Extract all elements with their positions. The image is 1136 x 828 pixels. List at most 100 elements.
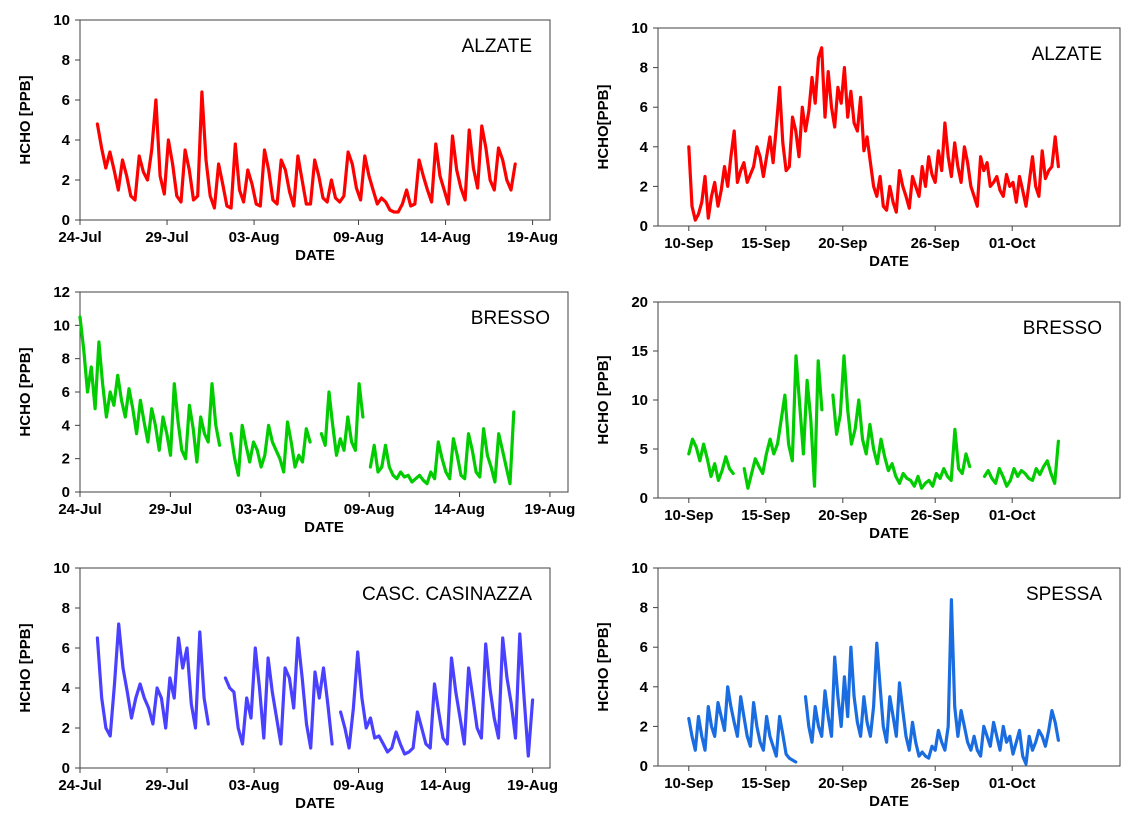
y-tick-label: 6 [640, 639, 648, 656]
hcho-series-line [687, 354, 1060, 490]
panel-5: 0 2 4 6 8 10 24-Jul 29-Jul 03-Aug 09-Aug 14-Aug 19-… [17, 560, 558, 812]
x-tick-label: 15-Sep [741, 775, 790, 792]
hcho-series-line [95, 622, 535, 758]
x-tick-label: 14-Aug [420, 229, 471, 246]
site-label: CASC. CASINAZZA [362, 584, 532, 605]
panel-3: 0 2 4 6 8 10 12 24-Jul 29-Jul 03-Aug 09-Aug 14-Aug 1… [17, 284, 575, 536]
x-axis-label: DATE [304, 519, 344, 536]
x-tick-label: 09-Aug [333, 777, 384, 794]
hcho-series-line [95, 90, 517, 214]
y-axis-label: HCHO [PPB] [17, 347, 34, 436]
y-tick-label: 8 [62, 600, 70, 617]
x-tick-label: 26-Sep [911, 235, 960, 252]
hcho-series-line [78, 315, 516, 486]
panel-6: 0 2 4 6 8 10 10-Sep 15-Sep 20-Sep 26-Sep 01-Oct DAT… [595, 560, 1121, 810]
site-label: ALZATE [462, 36, 532, 57]
x-tick-label: 03-Aug [229, 777, 280, 794]
y-tick-label: 6 [62, 640, 70, 657]
site-label: BRESSO [1023, 318, 1102, 339]
x-axis-label: DATE [869, 253, 909, 270]
y-tick-label: 10 [631, 392, 648, 409]
x-tick-label: 14-Aug [434, 501, 485, 518]
x-tick-label: 26-Sep [911, 507, 960, 524]
plot-frame [79, 19, 551, 221]
x-tick-label: 19-Aug [507, 229, 558, 246]
plot-frame [79, 567, 551, 769]
x-tick-label: 01-Oct [989, 775, 1036, 792]
y-tick-label: 8 [62, 351, 70, 368]
y-tick-label: 10 [53, 560, 70, 577]
y-axis-label: HCHO [PPB] [595, 355, 612, 444]
x-tick-label: 10-Sep [664, 775, 713, 792]
site-label: BRESSO [471, 308, 550, 329]
y-tick-label: 20 [631, 294, 648, 311]
x-tick-label: 01-Oct [989, 507, 1036, 524]
y-axis-label: HCHO[PPB] [595, 84, 612, 169]
x-tick-label: 09-Aug [344, 501, 395, 518]
y-tick-label: 4 [62, 417, 71, 434]
y-tick-label: 4 [62, 680, 71, 697]
y-tick-label: 10 [53, 12, 70, 29]
y-tick-label: 0 [640, 218, 648, 235]
x-tick-label: 24-Jul [58, 501, 101, 518]
x-tick-label: 15-Sep [741, 507, 790, 524]
hcho-series-line [687, 598, 1060, 766]
x-tick-label: 19-Aug [507, 777, 558, 794]
y-axis-label: HCHO [PPB] [17, 623, 34, 712]
y-tick-label: 4 [62, 132, 71, 149]
panel-4: 0 5 10 15 20 10-Sep 15-Sep 20-Sep 26-Sep 01-Oct DA… [595, 294, 1121, 542]
y-tick-label: 6 [62, 384, 70, 401]
y-tick-label: 6 [62, 92, 70, 109]
plot-frame [657, 567, 1121, 767]
plot-frame [657, 27, 1121, 227]
y-tick-label: 8 [62, 52, 70, 69]
y-tick-label: 2 [640, 718, 648, 735]
x-tick-label: 20-Sep [818, 507, 867, 524]
panel-2: 0 2 4 6 8 10 10-Sep 15-Sep 20-Sep 26-Sep 01-Oct DAT… [595, 20, 1121, 270]
y-tick-label: 0 [62, 212, 70, 229]
x-tick-label: 24-Jul [58, 229, 101, 246]
x-tick-label: 29-Jul [145, 777, 188, 794]
y-tick-label: 2 [62, 172, 70, 189]
x-tick-label: 20-Sep [818, 235, 867, 252]
y-tick-label: 10 [631, 20, 648, 37]
x-tick-label: 15-Sep [741, 235, 790, 252]
x-tick-label: 10-Sep [664, 235, 713, 252]
y-tick-label: 8 [640, 600, 648, 617]
y-tick-label: 2 [640, 178, 648, 195]
x-tick-label: 19-Aug [525, 501, 576, 518]
x-tick-label: 26-Sep [911, 775, 960, 792]
x-tick-label: 29-Jul [149, 501, 192, 518]
x-tick-label: 09-Aug [333, 229, 384, 246]
y-tick-label: 2 [62, 451, 70, 468]
y-tick-label: 10 [631, 560, 648, 577]
y-tick-label: 5 [640, 441, 648, 458]
panel-1: 0 2 4 6 8 10 24-Jul 29-Jul 03-Aug 09-Aug 14-Aug 19-… [17, 12, 558, 264]
x-tick-label: 03-Aug [235, 501, 286, 518]
x-tick-label: 01-Oct [989, 235, 1036, 252]
x-tick-label: 20-Sep [818, 775, 867, 792]
y-tick-label: 12 [53, 284, 70, 301]
y-tick-label: 4 [640, 139, 649, 156]
x-tick-label: 14-Aug [420, 777, 471, 794]
y-axis-label: HCHO [PPB] [17, 75, 34, 164]
site-label: ALZATE [1032, 44, 1102, 65]
x-tick-label: 10-Sep [664, 507, 713, 524]
y-tick-label: 10 [53, 317, 70, 334]
y-tick-label: 4 [640, 679, 649, 696]
x-tick-label: 03-Aug [229, 229, 280, 246]
x-axis-label: DATE [295, 247, 335, 264]
y-tick-label: 0 [640, 490, 648, 507]
site-label: SPESSA [1026, 584, 1102, 605]
y-tick-label: 0 [62, 760, 70, 777]
y-tick-label: 15 [631, 343, 648, 360]
x-axis-label: DATE [295, 795, 335, 812]
y-axis-label: HCHO [PPB] [595, 622, 612, 711]
hcho-series-line [687, 46, 1060, 222]
x-tick-label: 29-Jul [145, 229, 188, 246]
y-tick-label: 8 [640, 60, 648, 77]
y-tick-label: 0 [640, 758, 648, 775]
x-axis-label: DATE [869, 525, 909, 542]
